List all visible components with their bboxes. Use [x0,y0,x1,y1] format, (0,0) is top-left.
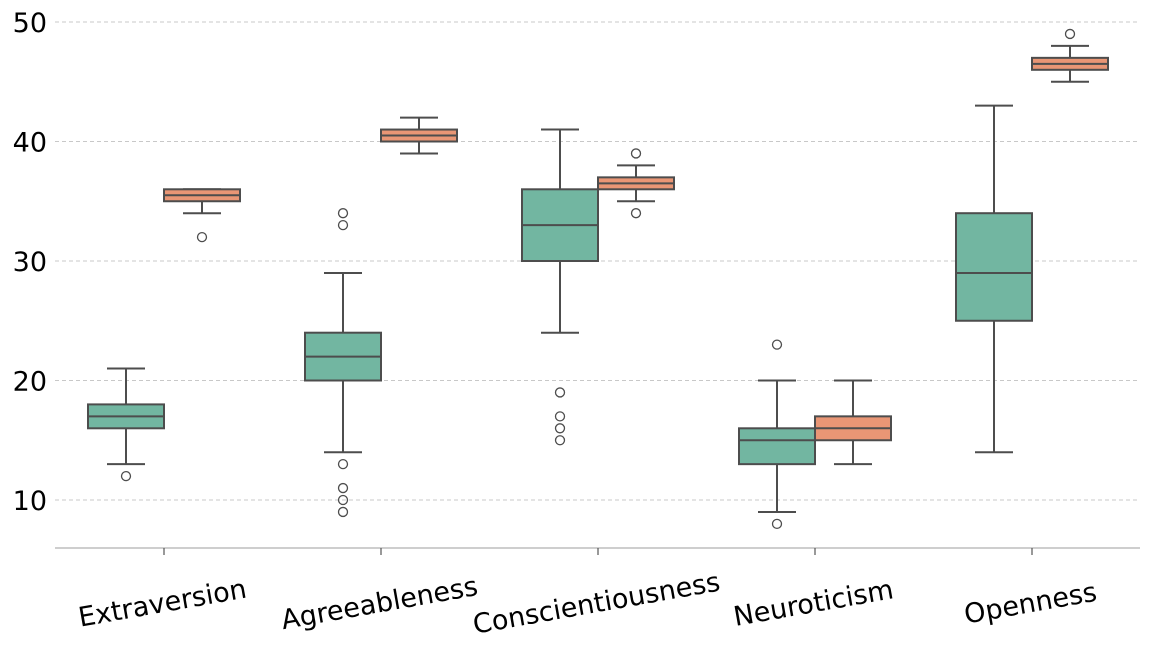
x-tick-label-conscientiousness: Conscientiousness [471,567,723,641]
tick-labels: 10 20 30 40 50 Extraversion AgreeablenessConsc… [13,8,1100,641]
axes [55,547,1140,555]
x-tick-label-extraversion: Extraversion [76,574,249,634]
y-tick-label-40: 40 [13,128,47,159]
series-2-openness-box-group [1031,28,1109,83]
y-tick-label-10: 10 [13,486,47,517]
series-1-agreeableness-outlier-5 [337,494,349,506]
series-2-agreeableness-box-group [380,116,458,155]
series-1-neuroticism-box-group [738,339,816,530]
series-1-conscientiousness-outlier-4 [554,435,566,446]
series-1-conscientiousness-outlier-2 [554,411,566,422]
series-1-neuroticism-box [738,427,816,466]
series-2-neuroticism-box-group [814,379,892,466]
series-1-extraversion-outlier-1 [120,470,132,482]
series-2-extraversion-box-group [163,188,241,243]
y-tick-label-50: 50 [13,8,47,39]
series-2-extraversion-outlier-1 [196,231,208,243]
series-1-agreeableness-outlier-3 [337,458,349,470]
series-1-openness-box-group [955,104,1033,454]
series-1-agreeableness-outlier-6 [337,506,349,518]
series-1-agreeableness-outlier-4 [337,482,349,494]
series-1-agreeableness-outlier-1 [337,208,349,219]
x-tick-label-openness: Openness [962,577,1099,631]
boxes [87,28,1109,530]
series-1-openness-box [955,212,1033,322]
series-1-neuroticism-outlier-1 [771,339,783,350]
series-2-conscientiousness-outlier-1 [630,148,642,159]
series-1-conscientiousness-outlier-1 [554,387,566,398]
series-1-conscientiousness-box-group [521,128,599,446]
y-tick-label-30: 30 [13,247,47,278]
series-1-neuroticism-outlier-2 [771,518,783,530]
series-2-openness-outlier-1 [1064,28,1076,40]
x-tick-label-neuroticism: Neuroticism [731,574,896,633]
series-1-extraversion-box-group [87,367,165,482]
series-1-conscientiousness-outlier-3 [554,423,566,434]
y-tick-label-20: 20 [13,367,47,398]
series-2-conscientiousness-box-group [597,148,675,219]
x-tick-label-agreeableness: Agreeableness [279,571,480,636]
series-2-conscientiousness-outlier-2 [630,208,642,219]
series-1-agreeableness-box-group [304,208,382,518]
series-1-agreeableness-outlier-2 [337,219,349,231]
